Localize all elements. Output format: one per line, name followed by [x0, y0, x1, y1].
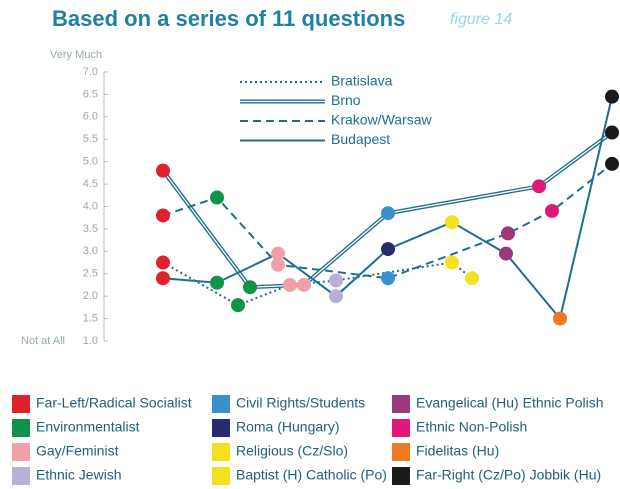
- legend-category: Environmentalist: [36, 419, 140, 435]
- legend-label: Krakow/Warsaw: [331, 112, 433, 128]
- marker: [545, 203, 559, 218]
- legend-label: Bratislava: [331, 73, 393, 89]
- legend-category: Far-Left/Radical Socialist: [36, 395, 192, 411]
- legend-category: Roma (Hungary): [236, 419, 339, 435]
- chart-title: Based on a series of 11 questions: [52, 6, 405, 31]
- legend-swatch: [212, 395, 230, 413]
- marker: [445, 255, 459, 270]
- marker: [231, 298, 245, 313]
- legend-label: Brno: [331, 92, 361, 108]
- legend-category: Baptist (H) Catholic (Po): [236, 467, 387, 483]
- y-tick-label: 6.5: [83, 88, 98, 100]
- legend-category: Far-Right (Cz/Po) Jobbik (Hu): [416, 467, 601, 483]
- marker: [501, 226, 515, 241]
- legend-category: Ethnic Jewish: [36, 467, 122, 483]
- y-tick-label: 2.0: [83, 290, 98, 302]
- legend-swatch: [212, 419, 230, 437]
- legend-swatch: [12, 395, 30, 413]
- line: [162, 261, 473, 307]
- marker: [210, 190, 224, 205]
- legend-swatch: [12, 419, 30, 437]
- marker: [499, 246, 513, 261]
- legend-swatch: [212, 443, 230, 461]
- y-tick-label: 7.0: [83, 66, 98, 78]
- marker: [297, 277, 311, 292]
- y-tick-label: 4.5: [83, 178, 98, 190]
- y-bottom-label: Not at All: [21, 335, 65, 347]
- marker: [271, 257, 285, 272]
- marker: [156, 163, 170, 178]
- marker: [156, 255, 170, 270]
- legend-category: Civil Rights/Students: [236, 395, 365, 411]
- y-tick-label: 1.0: [83, 335, 98, 347]
- marker: [329, 273, 343, 288]
- legend-swatch: [12, 443, 30, 461]
- marker: [283, 277, 297, 292]
- legend-swatch: [392, 443, 410, 461]
- marker: [532, 179, 546, 194]
- y-tick-label: 1.5: [83, 312, 98, 324]
- marker: [156, 271, 170, 286]
- legend-category: Ethnic Non-Polish: [416, 419, 527, 435]
- legend-category: Evangelical (Hu) Ethnic Polish: [416, 395, 604, 411]
- y-tick-label: 3.0: [83, 245, 98, 257]
- marker: [553, 311, 567, 326]
- marker: [465, 271, 479, 286]
- legend-swatch: [392, 467, 410, 485]
- line-inner: [162, 132, 613, 288]
- legend-category: Gay/Feminist: [36, 443, 119, 459]
- y-tick-label: 5.5: [83, 133, 98, 145]
- marker: [445, 215, 459, 230]
- marker: [156, 208, 170, 223]
- marker: [605, 156, 619, 171]
- marker: [381, 242, 395, 257]
- marker: [381, 271, 395, 286]
- chart-subtitle: figure 14: [450, 11, 512, 28]
- legend-swatch: [392, 419, 410, 437]
- marker: [329, 289, 343, 304]
- y-tick-label: 3.5: [83, 223, 98, 235]
- legend-category: Fidelitas (Hu): [416, 443, 499, 459]
- marker: [243, 280, 257, 295]
- y-tick-label: 4.0: [83, 200, 98, 212]
- marker: [271, 246, 285, 261]
- legend-label: Budapest: [331, 131, 390, 147]
- legend-swatch: [392, 395, 410, 413]
- marker: [381, 206, 395, 221]
- legend-swatch: [12, 467, 30, 485]
- y-tick-label: 5.0: [83, 156, 98, 168]
- legend-swatch: [212, 467, 230, 485]
- y-tick-label: 2.5: [83, 268, 98, 280]
- marker: [210, 275, 224, 290]
- marker: [605, 125, 619, 140]
- y-tick-label: 6.0: [83, 111, 98, 123]
- legend-category: Religious (Cz/Slo): [236, 443, 348, 459]
- marker: [605, 89, 619, 104]
- y-top-label: Very Much: [50, 49, 102, 61]
